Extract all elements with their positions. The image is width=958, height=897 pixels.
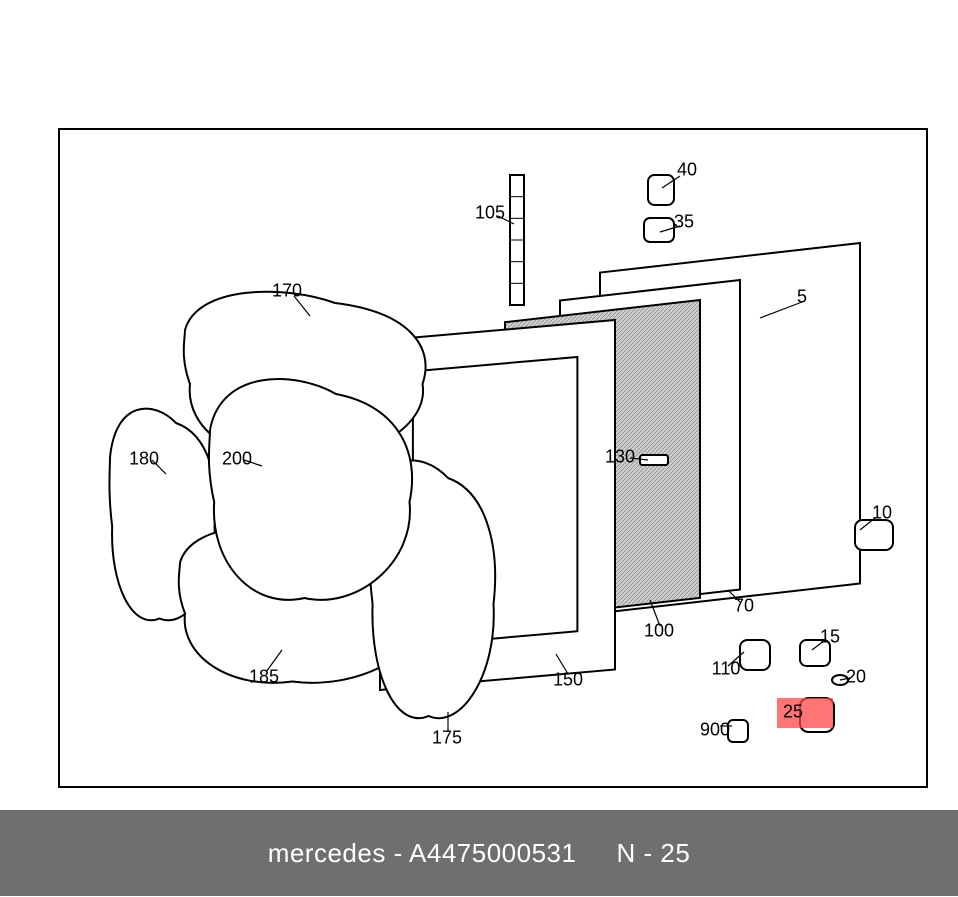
callout-900: 900 <box>700 720 730 741</box>
part-rod-105 <box>510 175 524 305</box>
callout-70: 70 <box>734 596 754 617</box>
part-clip-40 <box>648 175 674 205</box>
callout-105: 105 <box>475 203 505 224</box>
callout-5: 5 <box>797 287 807 308</box>
caption-partno: A4475000531 <box>409 838 576 868</box>
callout-175: 175 <box>432 728 462 749</box>
callout-200: 200 <box>222 449 252 470</box>
callout-150: 150 <box>553 670 583 691</box>
part-duct-200 <box>209 379 412 600</box>
callout-20: 20 <box>846 667 866 688</box>
callout-100: 100 <box>644 621 674 642</box>
caption-pos: N - 25 <box>616 838 690 869</box>
caption-brand-partno: mercedes - A4475000531 <box>268 838 577 869</box>
caption-brand: mercedes <box>268 838 386 868</box>
part-clip-900 <box>728 720 748 742</box>
part-sensor-10 <box>855 520 893 550</box>
diagram-area: 5 10 15 20 25 35 40 70 100 105 110 130 150 170 175 180 1… <box>0 0 958 897</box>
part-cap-110 <box>740 640 770 670</box>
callout-110: 110 <box>712 659 741 680</box>
callout-40: 40 <box>677 160 697 181</box>
callout-170: 170 <box>272 281 302 302</box>
caption-bar: mercedes - A4475000531 N - 25 <box>0 810 958 896</box>
callout-15: 15 <box>820 627 840 648</box>
callout-25: 25 <box>783 702 803 723</box>
callout-10: 10 <box>872 503 892 524</box>
callout-35: 35 <box>674 212 694 233</box>
callout-180: 180 <box>129 449 159 470</box>
part-grommet-35 <box>644 218 674 242</box>
callout-130: 130 <box>605 447 635 468</box>
callout-185: 185 <box>249 667 279 688</box>
